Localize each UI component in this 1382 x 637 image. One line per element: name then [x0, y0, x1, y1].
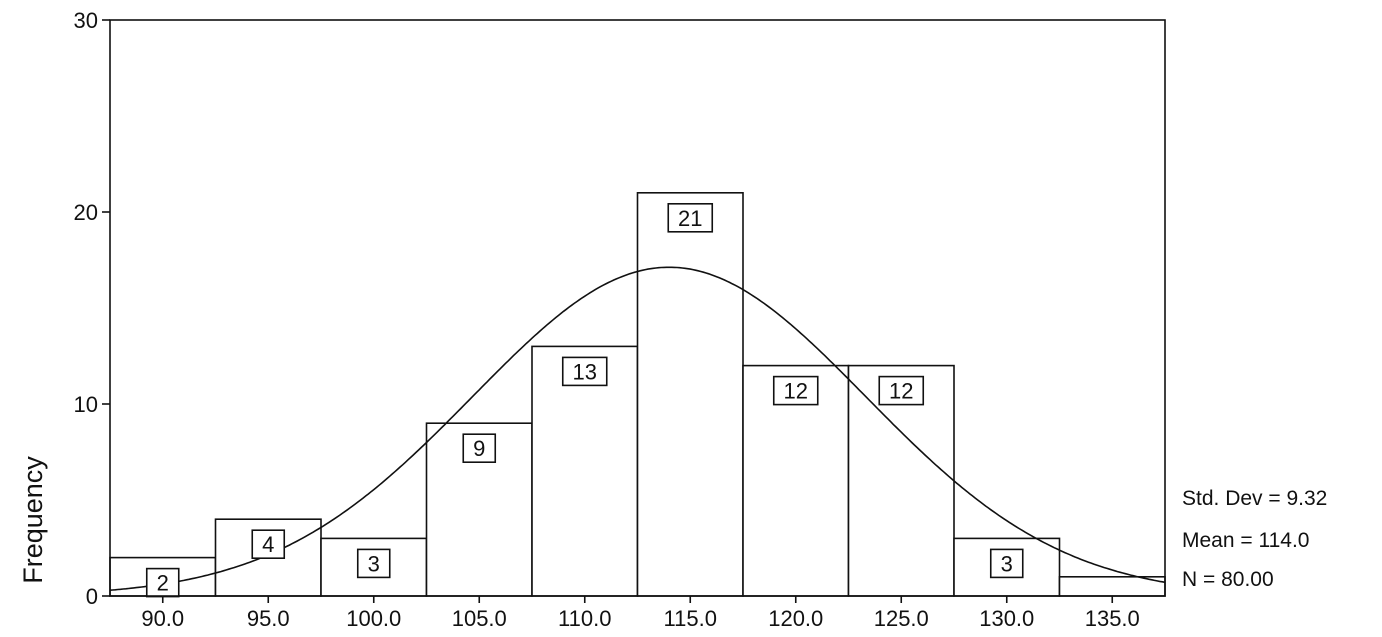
normal-curve	[109, 266, 1166, 591]
x-tick-label-110.0: 110.0	[558, 606, 611, 631]
y-axis: 0 10 20 30	[74, 8, 110, 609]
data-label-115.0: 21	[678, 206, 702, 231]
data-label-box-100.0	[356, 548, 391, 579]
data-label-110.0: 13	[573, 359, 597, 384]
stat-std-dev: Std. Dev = 9.32	[1182, 487, 1327, 510]
data-label-box-125.0	[878, 375, 925, 406]
data-label-120.0: 12	[784, 379, 808, 404]
data-label-95.0: 4	[262, 532, 274, 557]
data-label-130.0: 3	[1001, 551, 1013, 576]
x-tick-label-105.0: 105.0	[452, 606, 507, 631]
data-label-box-90.0	[145, 567, 180, 598]
data-label-125.0: 12	[889, 379, 913, 404]
data-label-100.0: 3	[368, 551, 380, 576]
data-label-box-120.0	[772, 375, 819, 406]
data-labels-group: 2 4 3 9 13 21 12 12 3	[145, 203, 1024, 598]
statistics-legend: Std. Dev = 9.32 Mean = 114.0 N = 80.00	[1182, 487, 1327, 591]
data-label-box-105.0	[462, 433, 497, 464]
data-label-box-95.0	[251, 529, 286, 560]
y-axis-label: Frequency	[18, 456, 48, 584]
x-tick-label-115.0: 115.0	[664, 606, 717, 631]
data-label-105.0: 9	[473, 436, 485, 461]
bar-115.0	[636, 192, 744, 597]
y-tick-label-0: 0	[86, 584, 98, 609]
data-label-90.0: 2	[157, 571, 169, 596]
stat-mean: Mean = 114.0	[1182, 529, 1309, 552]
plot-frame	[109, 19, 1166, 597]
data-label-box-115.0	[667, 203, 714, 233]
x-tick-label-135.0: 135.0	[1085, 606, 1140, 631]
y-tick-label-10: 10	[74, 392, 98, 417]
bar-110.0	[531, 345, 639, 597]
data-label-box-130.0	[989, 548, 1024, 579]
bars-group	[109, 192, 1166, 597]
x-tick-label-125.0: 125.0	[874, 606, 929, 631]
data-label-box-110.0	[561, 356, 608, 387]
x-tick-label-90.0: 90.0	[141, 606, 184, 631]
x-tick-label-120.0: 120.0	[768, 606, 823, 631]
stat-n: N = 80.00	[1182, 568, 1274, 591]
x-tick-label-95.0: 95.0	[247, 606, 290, 631]
y-tick-label-30: 30	[74, 8, 98, 33]
y-tick-label-20: 20	[74, 200, 98, 225]
x-axis: 90.0 95.0 100.0 105.0 110.0 115.0 120.0 125.0 13…	[141, 596, 1140, 631]
x-tick-label-130.0: 130.0	[979, 606, 1034, 631]
x-tick-label-100.0: 100.0	[346, 606, 401, 631]
